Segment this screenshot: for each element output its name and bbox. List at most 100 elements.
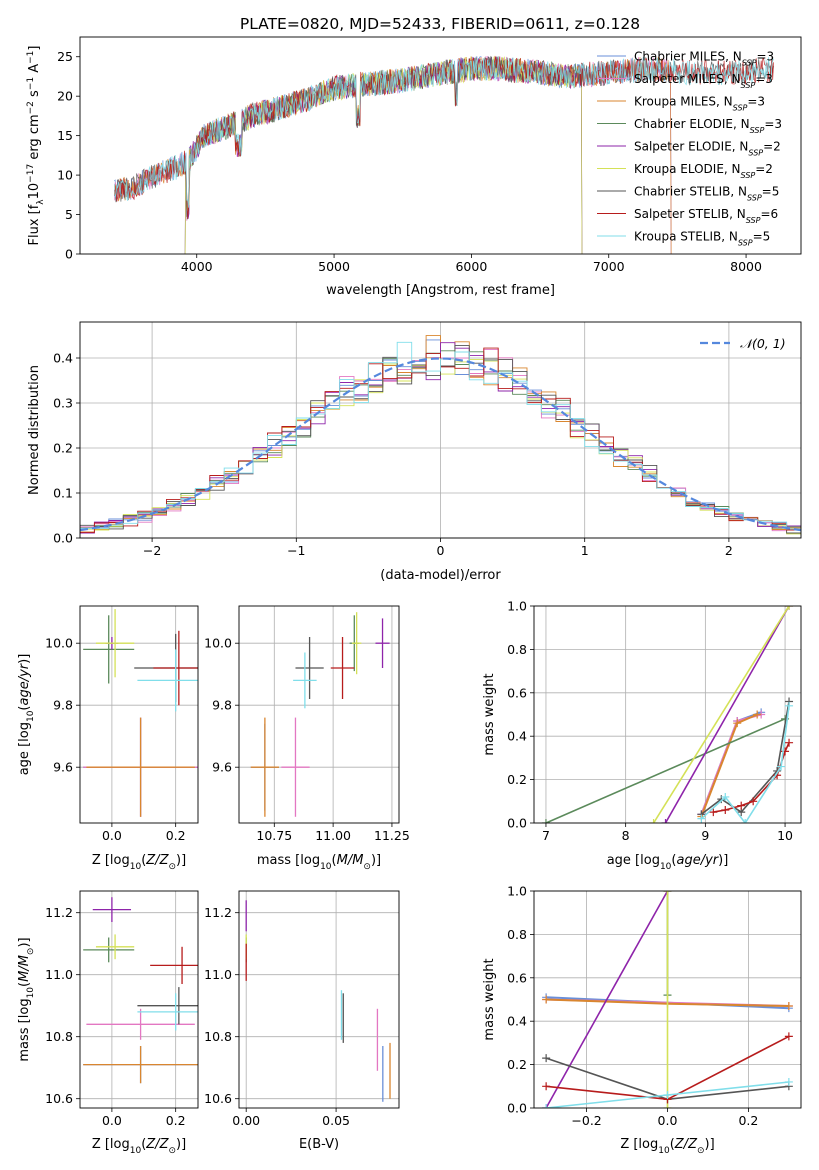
x-axis-label: age [log10(age/yr)] [607,853,729,872]
y-axis-label: Normed distribution [27,365,42,495]
weight-marker [542,1104,551,1108]
y-tick-label: 9.6 [53,760,73,775]
y-tick-label: 0.6 [507,970,527,985]
y-tick-label: 10.8 [204,1029,232,1044]
y-tick-label: 0.0 [507,816,527,831]
weight-marker [542,1082,551,1091]
y-axis-label: age [log10(age/yr)] [17,654,36,776]
weight-line [664,606,790,823]
y-axis-label: mass weight [482,673,497,755]
weight-marker [785,701,794,710]
spectrum-line [113,56,774,208]
legend-label: Kroupa ELODIE, NSSP=2 [634,162,773,180]
y-tick-label: 0.4 [507,1014,527,1029]
weight-line [545,891,669,1108]
residuals-panel: −2 −1 0 1 2 0.0 0.1 0.2 0.3 0.4 𝒩(0, 1) (data-model… [27,321,802,583]
y-tick-label: 11.0 [45,967,73,982]
weight-marker [741,819,750,823]
weight-marker [721,805,730,814]
legend-label: Chabrier ELODIE, NSSP=3 [634,117,782,135]
normal-curve [79,357,802,532]
axes-frame [79,321,802,539]
y-tick-label: 0.8 [507,927,527,942]
weight-marker [721,792,730,801]
x-tick-label: 11.25 [374,828,410,843]
weight-line [545,718,786,823]
y-tick-label: 5 [65,207,73,222]
weight-marker [785,738,794,747]
weight-marker [709,808,718,817]
y-tick-label: 10.0 [204,636,232,651]
axes-frame [79,605,199,824]
legend-label: Salpeter ELODIE, NSSP=2 [634,140,781,158]
y-tick-label: 0.6 [507,685,527,700]
y-tick-label: 0.4 [507,729,527,744]
y-tick-label: 11.0 [204,967,232,982]
weight-marker [697,814,706,823]
legend-label: Kroupa STELIB, NSSP=5 [634,230,770,248]
axes-frame [533,890,802,1109]
x-tick-label: 0 [437,543,445,558]
age-vs-Z-panel: 0.0 0.2 9.6 9.8 10.0 Z [log10(Z/Z⊙)] age [log1… [17,605,199,872]
x-tick-label: 0.2 [166,1113,186,1128]
y-tick-label: 0 [65,247,73,262]
x-tick-label: 8000 [730,259,762,274]
y-axis-label: mass [log10(M/M⊙)] [17,937,36,1061]
x-tick-label: 10.75 [256,828,292,843]
weight-marker [784,1077,793,1086]
x-tick-label: 9 [701,828,709,843]
legend-label: Chabrier STELIB, NSSP=5 [634,185,779,203]
x-tick-label: 0.2 [166,828,186,843]
x-tick-label: 0.0 [102,1113,122,1128]
x-tick-label: −2 [143,543,161,558]
weight-marker [785,606,794,610]
axes-frame [533,605,802,824]
x-axis-label: wavelength [Angstrom, rest frame] [326,283,555,298]
legend-label: Salpeter STELIB, NSSP=6 [634,207,778,225]
y-tick-label: 0.2 [507,1057,527,1072]
x-tick-label: 0.2 [738,1113,758,1128]
axes-frame [79,36,802,255]
weight-marker [777,762,786,771]
y-tick-label: 0.4 [53,351,73,366]
x-tick-label: 11.00 [315,828,351,843]
y-tick-label: 0.8 [507,642,527,657]
weight-marker [663,1104,672,1108]
y-tick-label: 25 [57,49,73,64]
legend-label: 𝒩(0, 1) [740,336,786,351]
y-tick-label: 11.2 [45,905,73,920]
y-tick-label: 20 [57,89,73,104]
weight-marker [663,1090,672,1099]
x-axis-label: Z [log10(Z/Z⊙)] [92,853,186,872]
weight-line [700,705,790,823]
y-tick-label: 9.8 [212,698,232,713]
weight-marker [542,1054,551,1063]
x-axis-label: (data-model)/error [380,568,501,583]
y-tick-label: 0.3 [53,396,73,411]
y-tick-label: 0.0 [507,1101,527,1116]
x-tick-label: 0.00 [232,1113,260,1128]
y-tick-label: 10 [57,168,73,183]
y-axis-label: mass weight [482,958,497,1040]
x-tick-label: 6000 [455,259,487,274]
x-tick-label: 4000 [181,259,213,274]
y-tick-label: 11.2 [204,905,232,920]
y-tick-label: 10.8 [45,1029,73,1044]
weight-marker [542,995,551,1004]
figure-title: PLATE=0820, MJD=52433, FIBERID=0611, z=0… [240,15,640,33]
mass-vs-Z-panel: 0.0 0.2 10.6 10.8 11.0 11.2 Z [log10(Z/Z⊙)] mas… [17,890,199,1156]
axes-frame [238,605,400,824]
y-tick-label: 10.6 [45,1091,73,1106]
legend-label: Kroupa MILES, NSSP=3 [634,95,765,113]
legend-label: Salpeter MILES, NSSP=3 [634,72,773,90]
x-tick-label: 0.0 [102,828,122,843]
x-axis-label: Z [log10(Z/Z⊙)] [620,1137,714,1156]
y-tick-label: 9.6 [212,760,232,775]
x-tick-label: 1 [581,543,589,558]
weight-marker [733,719,742,728]
weight-vs-Z-panel: −0.2 0.0 0.2 0.0 0.2 0.4 0.6 0.8 1.0 Z [log10(Z/Z… [482,884,802,1156]
x-tick-label: 5000 [318,259,350,274]
weight-marker [541,819,550,823]
x-tick-label: 2 [725,543,733,558]
